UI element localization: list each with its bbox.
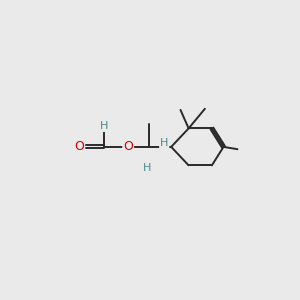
Text: H: H <box>143 163 152 173</box>
Text: O: O <box>123 140 133 153</box>
Text: H: H <box>100 121 108 131</box>
Text: O: O <box>74 140 84 153</box>
Text: H: H <box>160 138 168 148</box>
